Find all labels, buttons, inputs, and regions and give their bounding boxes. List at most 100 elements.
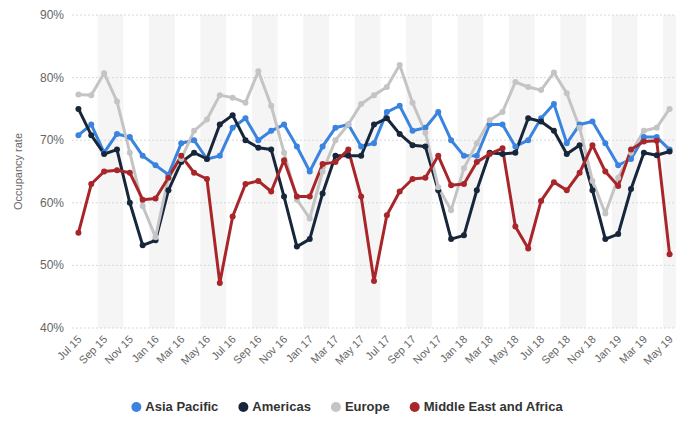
point[interactable] — [307, 169, 313, 175]
point[interactable] — [551, 70, 557, 76]
point[interactable] — [435, 153, 441, 159]
point[interactable] — [127, 134, 133, 140]
point[interactable] — [602, 236, 608, 242]
point[interactable] — [448, 182, 454, 188]
point[interactable] — [564, 151, 570, 157]
point[interactable] — [461, 181, 467, 187]
point[interactable] — [307, 194, 313, 200]
point[interactable] — [88, 181, 94, 187]
point[interactable] — [101, 151, 107, 157]
point[interactable] — [178, 153, 184, 159]
point[interactable] — [88, 122, 94, 128]
point[interactable] — [230, 125, 236, 131]
point[interactable] — [255, 178, 261, 184]
point[interactable] — [371, 140, 377, 146]
point[interactable] — [654, 125, 660, 131]
point[interactable] — [422, 175, 428, 181]
point[interactable] — [461, 153, 467, 159]
point[interactable] — [191, 170, 197, 176]
point[interactable] — [281, 150, 287, 156]
point[interactable] — [165, 175, 171, 181]
point[interactable] — [217, 280, 223, 286]
point[interactable] — [75, 106, 81, 112]
point[interactable] — [564, 140, 570, 146]
point[interactable] — [320, 143, 326, 149]
point[interactable] — [551, 179, 557, 185]
point[interactable] — [88, 92, 94, 98]
point[interactable] — [435, 109, 441, 115]
point[interactable] — [320, 161, 326, 167]
point[interactable] — [667, 251, 673, 257]
point[interactable] — [525, 137, 531, 143]
point[interactable] — [88, 132, 94, 138]
point[interactable] — [294, 244, 300, 250]
point[interactable] — [127, 170, 133, 176]
point[interactable] — [384, 84, 390, 90]
point[interactable] — [114, 147, 120, 153]
legend-item[interactable]: Asia Pacific — [131, 399, 218, 414]
point[interactable] — [358, 143, 364, 149]
point[interactable] — [114, 131, 120, 137]
point[interactable] — [397, 103, 403, 109]
point[interactable] — [127, 150, 133, 156]
point[interactable] — [217, 153, 223, 159]
point[interactable] — [512, 150, 518, 156]
point[interactable] — [602, 169, 608, 175]
point[interactable] — [217, 122, 223, 128]
point[interactable] — [500, 122, 506, 128]
point[interactable] — [512, 143, 518, 149]
point[interactable] — [525, 115, 531, 121]
point[interactable] — [461, 232, 467, 238]
point[interactable] — [281, 157, 287, 163]
point[interactable] — [75, 132, 81, 138]
point[interactable] — [602, 210, 608, 216]
point[interactable] — [422, 130, 428, 136]
point[interactable] — [474, 187, 480, 193]
point[interactable] — [165, 187, 171, 193]
point[interactable] — [538, 198, 544, 204]
point[interactable] — [140, 153, 146, 159]
legend-item[interactable]: Middle East and Africa — [410, 399, 564, 414]
point[interactable] — [448, 137, 454, 143]
point[interactable] — [242, 137, 248, 143]
point[interactable] — [487, 117, 493, 123]
point[interactable] — [538, 118, 544, 124]
point[interactable] — [461, 165, 467, 171]
point[interactable] — [525, 245, 531, 251]
point[interactable] — [384, 212, 390, 218]
point[interactable] — [628, 186, 634, 192]
point[interactable] — [615, 175, 621, 181]
legend-item[interactable]: Americas — [238, 399, 311, 414]
point[interactable] — [281, 122, 287, 128]
point[interactable] — [564, 187, 570, 193]
point[interactable] — [551, 128, 557, 134]
point[interactable] — [294, 194, 300, 200]
point[interactable] — [332, 159, 338, 165]
point[interactable] — [512, 224, 518, 230]
point[interactable] — [628, 156, 634, 162]
point[interactable] — [397, 189, 403, 195]
point[interactable] — [204, 117, 210, 123]
point[interactable] — [474, 159, 480, 165]
point[interactable] — [268, 103, 274, 109]
point[interactable] — [332, 137, 338, 143]
point[interactable] — [500, 151, 506, 157]
point[interactable] — [75, 92, 81, 98]
point[interactable] — [242, 115, 248, 121]
point[interactable] — [615, 183, 621, 189]
point[interactable] — [577, 170, 583, 176]
point[interactable] — [525, 84, 531, 90]
point[interactable] — [551, 101, 557, 107]
point[interactable] — [178, 140, 184, 146]
point[interactable] — [435, 184, 441, 190]
point[interactable] — [307, 215, 313, 221]
point[interactable] — [153, 234, 159, 240]
point[interactable] — [140, 197, 146, 203]
point[interactable] — [101, 70, 107, 76]
point[interactable] — [268, 189, 274, 195]
point[interactable] — [242, 100, 248, 106]
point[interactable] — [345, 122, 351, 128]
point[interactable] — [140, 242, 146, 248]
point[interactable] — [615, 231, 621, 237]
point[interactable] — [191, 137, 197, 143]
